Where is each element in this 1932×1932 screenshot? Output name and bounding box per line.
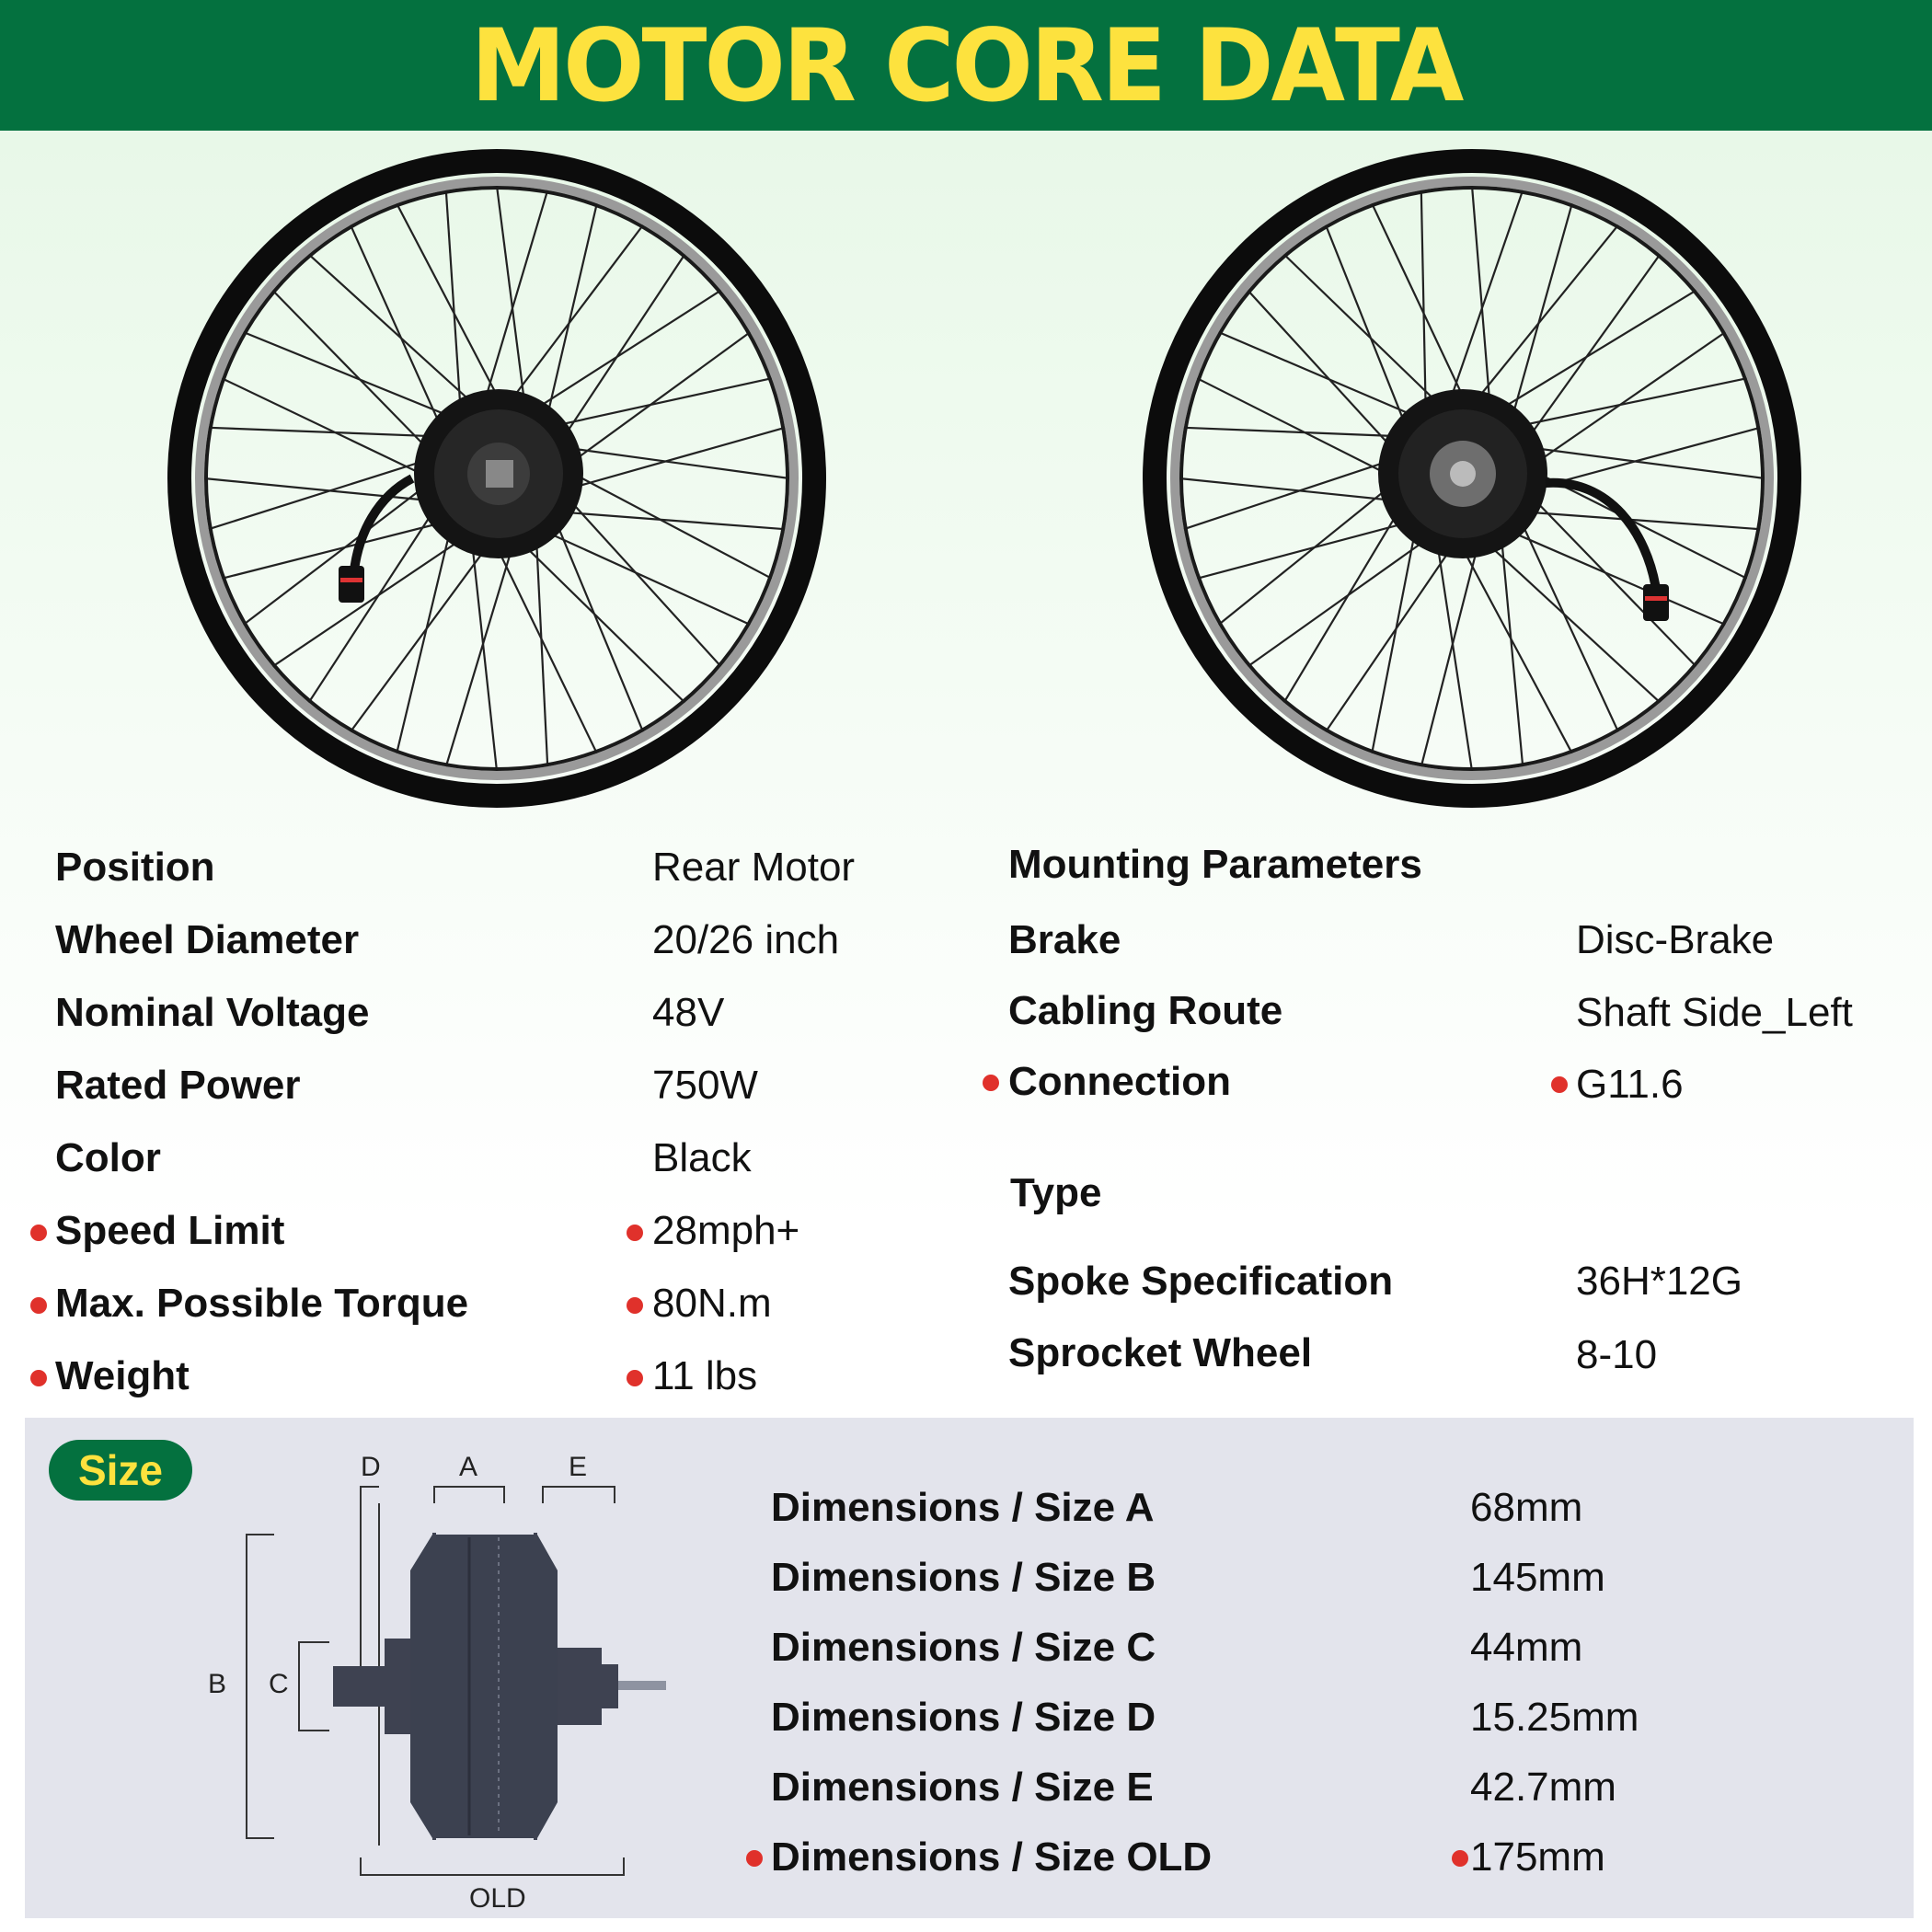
bullet-dot (1452, 1850, 1468, 1867)
spec-label: Nominal Voltage (55, 990, 370, 1035)
diagram-label-a: A (459, 1452, 478, 1482)
dimension-value: 68mm (1470, 1485, 1583, 1530)
spec-label: Rated Power (55, 1063, 301, 1108)
dimension-value: 44mm (1470, 1625, 1583, 1670)
dimension-label: Dimensions / Size C (771, 1625, 1156, 1670)
spec-label: Brake (1008, 917, 1121, 962)
bullet-dot (30, 1370, 47, 1386)
spec-value: G11.6 (1576, 1062, 1684, 1107)
spec-label: Cabling Route (1008, 988, 1283, 1033)
tire (167, 149, 826, 808)
wheel-image-right (1143, 149, 1801, 808)
spec-value: 750W (652, 1063, 758, 1108)
spec-label: Max. Possible Torque (55, 1281, 469, 1326)
spec-value: 28mph+ (652, 1208, 800, 1253)
bullet-dot (627, 1225, 643, 1241)
motor-dimension-diagram (246, 1486, 666, 1876)
hub-shape (333, 1533, 666, 1840)
wheel-image-left (167, 149, 826, 808)
spec-label: Spoke Specification (1008, 1259, 1394, 1304)
header-banner: MOTOR CORE DATA (0, 0, 1932, 131)
dimension-value: 175mm (1470, 1834, 1605, 1880)
diagram-label-b: B (208, 1669, 227, 1699)
diagram-label-old: OLD (469, 1883, 526, 1914)
bullet-dot (983, 1075, 999, 1091)
bullet-dot (1551, 1076, 1568, 1093)
tire (1143, 149, 1801, 808)
dimension-label: Dimensions / Size OLD (771, 1834, 1213, 1880)
diagram-label-d: D (361, 1452, 381, 1482)
spec-label: Sprocket Wheel (1008, 1330, 1313, 1375)
dimension-label: Dimensions / Size D (771, 1695, 1156, 1740)
section-title: Mounting Parameters (1008, 842, 1422, 887)
page-title: MOTOR CORE DATA (470, 6, 1465, 125)
spec-label: Color (55, 1135, 161, 1180)
spec-label: Position (55, 845, 215, 890)
bullet-dot (627, 1297, 643, 1314)
spec-value: 80N.m (652, 1281, 772, 1326)
spec-value: 48V (652, 990, 725, 1035)
size-badge: Size (49, 1440, 192, 1501)
spec-value: 8-10 (1576, 1332, 1658, 1377)
spec-value: 36H*12G (1576, 1259, 1743, 1304)
rim (1170, 177, 1774, 780)
spec-label: Connection (1008, 1059, 1231, 1104)
motor-cable (1545, 477, 1661, 590)
dimension-value: 42.7mm (1470, 1765, 1616, 1810)
spec-value: 11 lbs (652, 1353, 758, 1398)
motor-cable (350, 474, 415, 571)
diagram-label-e: E (569, 1452, 588, 1482)
section-title: Type (1010, 1170, 1102, 1215)
spokes (203, 185, 790, 772)
spec-value: Black (652, 1135, 752, 1180)
bullet-dot (30, 1297, 47, 1314)
dimension-label: Dimensions / Size A (771, 1485, 1155, 1530)
dimension-value: 15.25mm (1470, 1695, 1639, 1740)
spec-label: Wheel Diameter (55, 917, 360, 962)
bullet-dot (746, 1850, 763, 1867)
spec-label: Weight (55, 1353, 190, 1398)
dimension-label: Dimensions / Size E (771, 1765, 1154, 1810)
spec-value: 20/26 inch (652, 917, 840, 962)
rim (195, 177, 799, 780)
bullet-dot (627, 1370, 643, 1386)
spec-value: Shaft Side_Left (1576, 990, 1853, 1035)
bullet-dot (30, 1225, 47, 1241)
spec-label: Speed Limit (55, 1208, 285, 1253)
dimension-label: Dimensions / Size B (771, 1555, 1156, 1600)
dimension-value: 145mm (1470, 1555, 1605, 1600)
spec-value: Disc-Brake (1576, 917, 1775, 962)
spec-value: Rear Motor (652, 845, 856, 890)
diagram-label-c: C (269, 1669, 289, 1699)
